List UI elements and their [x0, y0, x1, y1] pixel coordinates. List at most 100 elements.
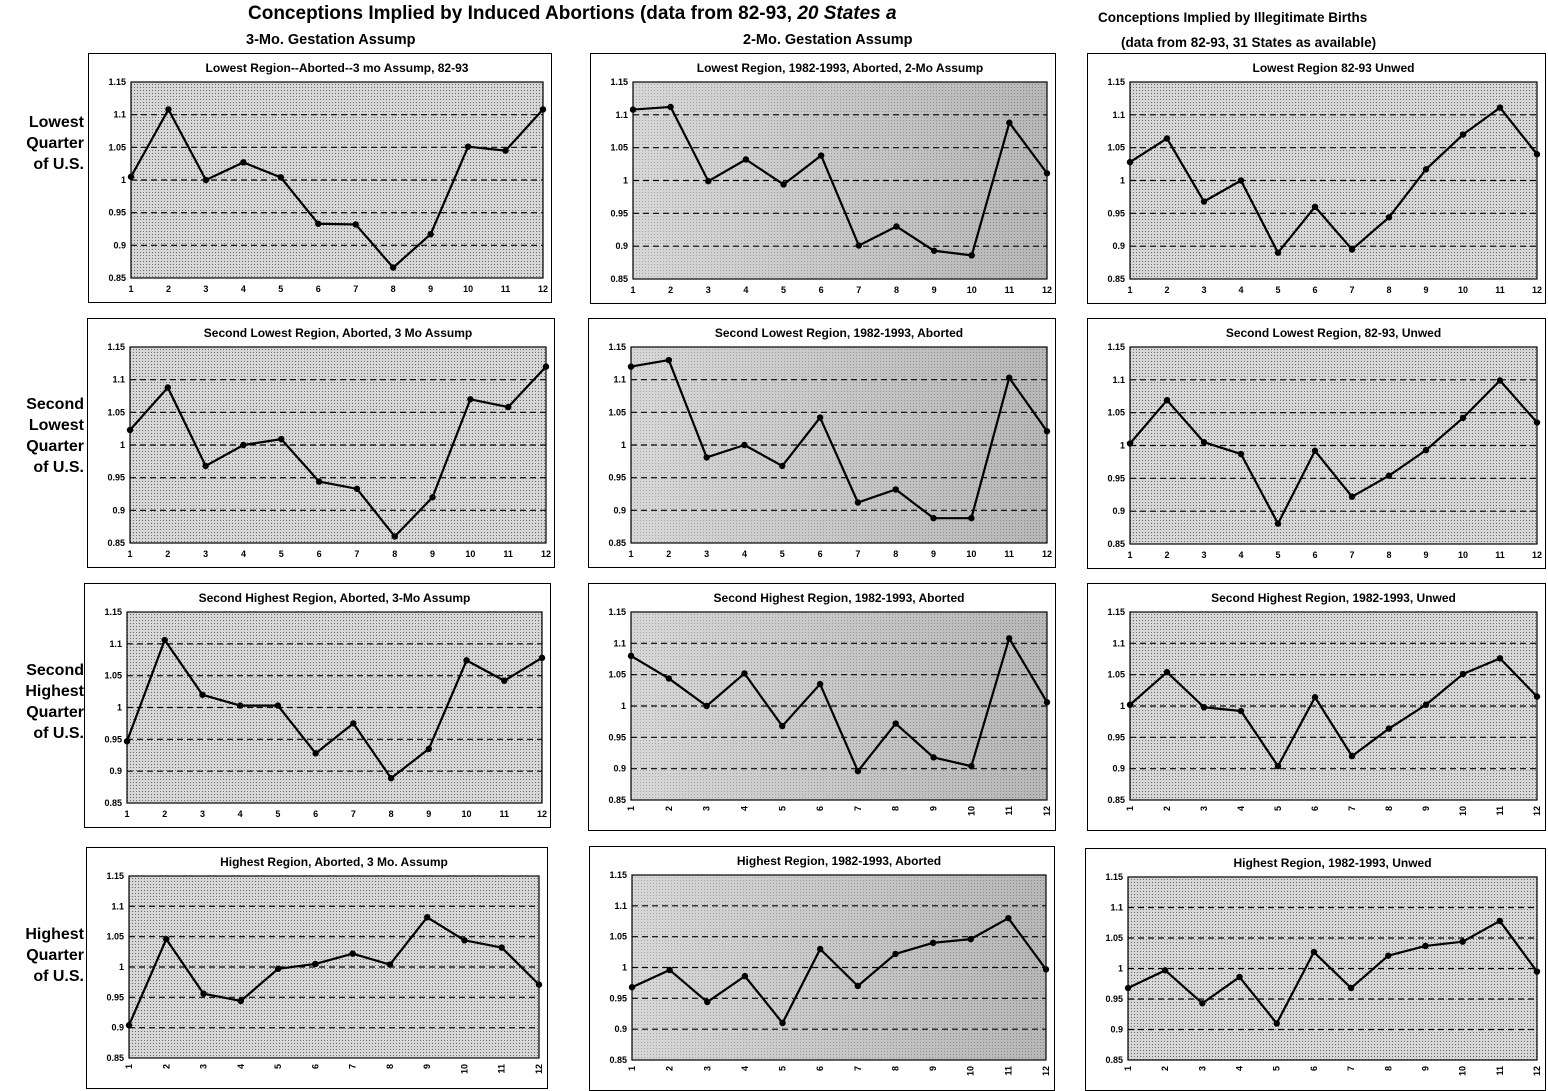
series-line — [1127, 919, 1538, 1025]
x-tick-label: 5 — [781, 285, 786, 295]
x-tick-label: 2 — [665, 1066, 675, 1071]
x-tick-label: 2 — [1160, 1066, 1170, 1071]
series-line — [125, 638, 543, 780]
chart-title: Second Highest Region, Aborted, 3-Mo Ass… — [199, 591, 471, 605]
x-tick-label: 3 — [1199, 806, 1209, 811]
y-tick-label: 0.9 — [109, 766, 122, 776]
data-point — [1533, 968, 1541, 975]
data-point — [467, 396, 474, 403]
x-tick-label: 8 — [1383, 1066, 1393, 1071]
x-tick-label: 7 — [1347, 806, 1357, 811]
y-tick-label: 0.9 — [113, 240, 126, 250]
x-tick-label: 7 — [856, 285, 861, 295]
x-tick-label: 2 — [165, 549, 170, 559]
chart-title: Second Highest Region, 1982-1993, Unwed — [1211, 591, 1456, 605]
y-tick-label: 0.85 — [1107, 274, 1125, 284]
y-tick-label: 0.95 — [106, 992, 124, 1002]
x-tick-label: 10 — [465, 549, 475, 559]
y-tick-label: 1.05 — [609, 932, 627, 942]
data-point — [1347, 984, 1355, 992]
x-tick-label: 4 — [241, 549, 246, 559]
x-tick-label: 12 — [1532, 1066, 1542, 1076]
chart-title: Second Highest Region, 1982-1993, Aborte… — [714, 591, 965, 605]
x-tick-label: 9 — [426, 809, 431, 819]
x-tick-label: 4 — [1238, 285, 1243, 295]
y-tick-label: 1 — [121, 175, 126, 185]
chart-title: Lowest Region--Aborted--3 mo Assump, 82-… — [206, 61, 469, 75]
data-point — [350, 720, 357, 727]
chart-title: Highest Region, 1982-1993, Aborted — [737, 854, 941, 868]
x-tick-label: 9 — [422, 1064, 432, 1069]
x-tick-label: 6 — [317, 549, 322, 559]
y-tick-label: 0.9 — [1112, 506, 1125, 516]
series-line — [130, 108, 544, 269]
main-title-text: Conceptions Implied by Induced Abortions… — [248, 3, 798, 24]
x-tick-label: 4 — [742, 549, 747, 559]
y-tick-label: 1.1 — [1112, 110, 1125, 120]
data-point — [930, 247, 938, 254]
data-point — [854, 499, 862, 506]
x-tick-label: 6 — [313, 809, 318, 819]
data-point — [1042, 966, 1050, 973]
x-tick-label: 7 — [1349, 285, 1354, 295]
data-point — [1163, 668, 1171, 676]
y-tick-label: 1.05 — [1107, 143, 1125, 153]
data-point — [1126, 701, 1134, 708]
data-point — [542, 363, 550, 370]
x-tick-label: 3 — [704, 549, 709, 559]
data-point — [1199, 1000, 1206, 1007]
x-tick-label: 10 — [1458, 285, 1468, 295]
y-tick-label: 1.1 — [615, 110, 628, 120]
data-point — [1422, 446, 1430, 454]
x-tick-label: 4 — [1236, 806, 1246, 811]
x-tick-label: 11 — [497, 1064, 507, 1074]
row-label-line: Quarter — [26, 135, 84, 152]
data-point — [628, 984, 636, 991]
x-tick-label: 4 — [740, 1066, 750, 1071]
x-tick-label: 4 — [739, 806, 749, 811]
y-tick-label: 1.15 — [1107, 77, 1125, 87]
data-point — [1348, 493, 1356, 500]
x-tick-label: 5 — [1272, 1066, 1282, 1071]
y-tick-label: 1.05 — [1107, 408, 1125, 418]
chart-svg: Highest Region, Aborted, 3 Mo. Assump 0.8… — [106, 855, 544, 1074]
data-point — [312, 750, 319, 757]
x-tick-label: 11 — [1495, 285, 1505, 295]
data-point — [539, 106, 547, 113]
y-tick-label: 1 — [1120, 441, 1125, 451]
data-point — [1043, 428, 1051, 435]
plot-area — [130, 347, 546, 543]
y-tick-label: 1 — [622, 963, 627, 973]
y-tick-label: 1.1 — [113, 110, 126, 120]
data-point — [274, 702, 282, 709]
data-point — [387, 774, 395, 782]
y-tick-label: 1.1 — [1110, 903, 1123, 913]
chart-svg: Lowest Region, 1982-1993, Aborted, 2-Mo … — [610, 61, 1052, 295]
y-tick-label: 0.9 — [111, 1023, 124, 1033]
x-tick-label: 9 — [428, 284, 433, 294]
data-point — [126, 426, 134, 434]
x-tick-label: 1 — [627, 1066, 637, 1071]
data-point — [893, 223, 900, 230]
data-point — [1200, 704, 1208, 711]
x-tick-label: 3 — [1201, 285, 1206, 295]
data-point — [427, 231, 434, 238]
chart-panel: Lowest Region 82-93 Unwed 0.85 0.9 0.95 1 1.0… — [1087, 53, 1546, 304]
row-label-second-highest: Second Highest Quarter of U.S. — [0, 660, 84, 744]
main-title: Conceptions Implied by Induced Abortions… — [248, 3, 897, 25]
x-tick-label: 12 — [1041, 1066, 1051, 1076]
x-tick-label: 6 — [815, 1066, 825, 1071]
row-label-second-lowest: Second Lowest Quarter of U.S. — [0, 394, 84, 478]
x-tick-label: 12 — [538, 284, 548, 294]
data-point — [1274, 520, 1282, 527]
subtitle-3mo: 3-Mo. Gestation Assump — [246, 32, 416, 48]
y-tick-label: 1.15 — [108, 77, 126, 87]
y-tick-label: 0.85 — [107, 538, 125, 548]
x-tick-label: 8 — [1384, 806, 1394, 811]
data-point — [1005, 635, 1013, 642]
x-tick-label: 1 — [1127, 550, 1132, 560]
chart-title: Highest Region, 1982-1993, Unwed — [1233, 856, 1431, 870]
data-point — [463, 657, 470, 664]
data-point — [1126, 158, 1134, 166]
chart-svg: Lowest Region--Aborted--3 mo Assump, 82-… — [108, 61, 548, 294]
